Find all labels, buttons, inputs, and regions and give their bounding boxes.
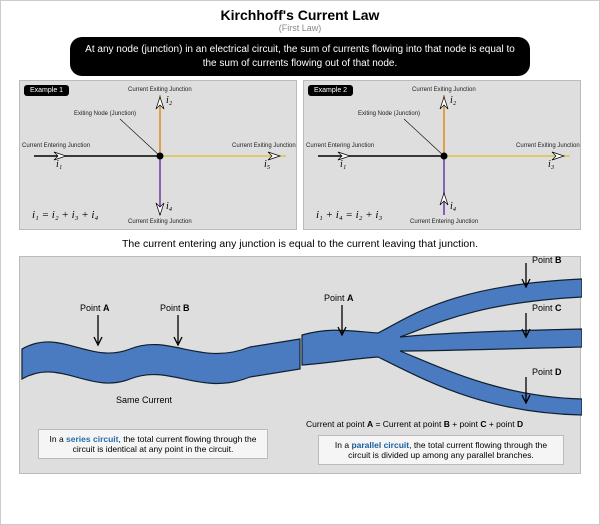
bottom-panel: Point A Point B Same Current In a series… (19, 256, 581, 474)
ex1-label-exiting-node: Exiting Node (Junction) (74, 111, 136, 117)
parallel-caption: In a parallel circuit, the total current… (318, 435, 564, 465)
ex2-label-i1-enter: Current Entering Junction (306, 143, 374, 149)
parallel-point-b: Point B (532, 255, 562, 265)
series-region: Point A Point B Same Current In a series… (20, 257, 300, 473)
law-statement-box: At any node (junction) in an electrical … (70, 37, 530, 76)
series-cap-pre: In a (50, 434, 67, 444)
parallel-eq: Current at point A = Current at point B … (306, 419, 523, 429)
parallel-cap-hl: parallel circuit (351, 440, 409, 450)
series-cap-hl: series circuit (66, 434, 118, 444)
example-1-panel: Example 1 Exiting Node (Junction) Curren… (19, 80, 297, 230)
ex1-label-i2-exit: Current Exiting Junction (128, 87, 192, 93)
parallel-point-a: Point A (324, 293, 354, 303)
series-same-current: Same Current (116, 395, 172, 405)
ex1-i5: i₅ (264, 159, 270, 170)
page-subtitle: (First Law) (1, 23, 599, 33)
ex2-label-i4-enter: Current Entering Junction (410, 219, 478, 225)
ex1-i1: i₁ (56, 159, 62, 170)
examples-row: Example 1 Exiting Node (Junction) Curren… (1, 80, 599, 230)
ex1-label-i4-exit: Current Exiting Junction (128, 219, 192, 225)
parallel-point-c: Point C (532, 303, 562, 313)
law-statement: At any node (junction) in an electrical … (85, 44, 515, 69)
example-2-panel: Example 2 Exiting Node (Junction) Curren… (303, 80, 581, 230)
parallel-region: Point A Point B Point C Point D Current … (300, 257, 580, 473)
mid-statement: The current entering any junction is equ… (1, 238, 599, 250)
ex2-label-i2-exit: Current Exiting Junction (412, 87, 476, 93)
page-title: Kirchhoff's Current Law (1, 7, 599, 23)
series-point-b: Point B (160, 303, 190, 313)
ex1-label-i1-enter: Current Entering Junction (22, 143, 90, 149)
ex1-equation: i₁ = i₂ + i₃ + i₄ (32, 209, 98, 221)
ex1-i4: i₄ (166, 201, 172, 212)
parallel-point-d: Point D (532, 367, 562, 377)
series-caption: In a series circuit, the total current f… (38, 429, 268, 459)
ex1-label-i5-exit: Current Exiting Junction (232, 143, 296, 149)
ex2-i4: i₄ (450, 201, 456, 212)
ex2-i2: i₂ (450, 95, 456, 106)
ex2-label-i3-exit: Current Exiting Junction (516, 143, 580, 149)
parallel-cap-pre: In a (335, 440, 352, 450)
ex2-i3: i₃ (548, 159, 554, 170)
ex2-equation: i₁ + i₄ = i₂ + i₃ (316, 209, 382, 221)
ex2-label-exiting-node: Exiting Node (Junction) (358, 111, 420, 117)
ex1-i2: i₂ (166, 95, 172, 106)
ex2-i1: i₁ (340, 159, 346, 170)
series-point-a: Point A (80, 303, 110, 313)
